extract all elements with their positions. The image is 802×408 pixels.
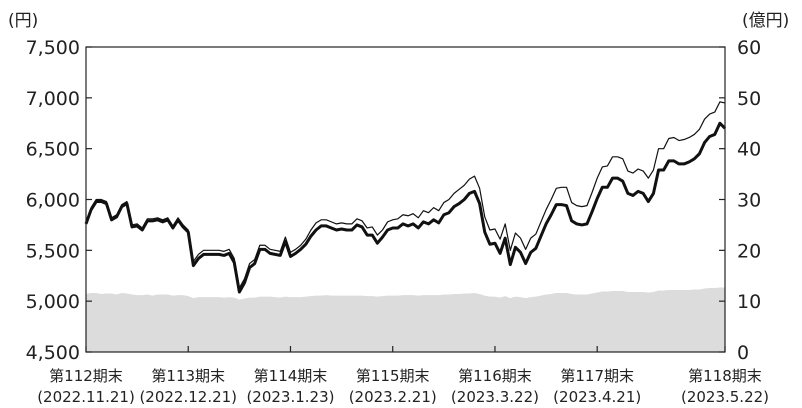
x-category-date: (2023.5.22) [681, 388, 769, 406]
left-tick-label: 5,500 [26, 240, 80, 262]
x-category-label: 第118期末 [688, 367, 762, 385]
x-category-date: (2023.1.23) [246, 388, 334, 406]
x-category-label: 第116期末 [458, 367, 532, 385]
x-category-date: (2023.3.22) [451, 388, 539, 406]
right-tick-label: 60 [737, 37, 761, 59]
x-category-date: (2023.4.21) [553, 388, 641, 406]
x-category-label: 第114期末 [254, 367, 328, 385]
left-tick-label: 4,500 [26, 342, 80, 364]
left-tick-label: 7,500 [26, 37, 80, 59]
left-tick-label: 7,000 [26, 88, 80, 110]
x-category-label: 第115期末 [356, 367, 430, 385]
left-tick-label: 5,000 [26, 291, 80, 313]
left-tick-label: 6,500 [26, 139, 80, 161]
right-tick-label: 10 [737, 291, 761, 313]
net-assets-area [86, 287, 725, 352]
right-tick-label: 40 [737, 139, 761, 161]
x-category-label: 第117期末 [560, 367, 634, 385]
right-tick-label: 50 [737, 88, 761, 110]
reinvested-price-line [85, 101, 726, 289]
left-axis-unit: (円) [8, 11, 38, 31]
x-category-date: (2022.11.21) [37, 388, 135, 406]
x-category-label: 第112期末 [49, 367, 123, 385]
right-tick-label: 0 [737, 342, 749, 364]
right-tick-label: 30 [737, 190, 761, 212]
x-category-date: (2023.2.21) [349, 388, 437, 406]
left-tick-label: 6,000 [26, 190, 80, 212]
x-category-label: 第113期末 [151, 367, 225, 385]
base-price-line [84, 121, 727, 294]
right-tick-label: 20 [737, 240, 761, 262]
x-category-date: (2022.12.21) [139, 388, 237, 406]
right-axis-unit: (億円) [742, 11, 789, 31]
